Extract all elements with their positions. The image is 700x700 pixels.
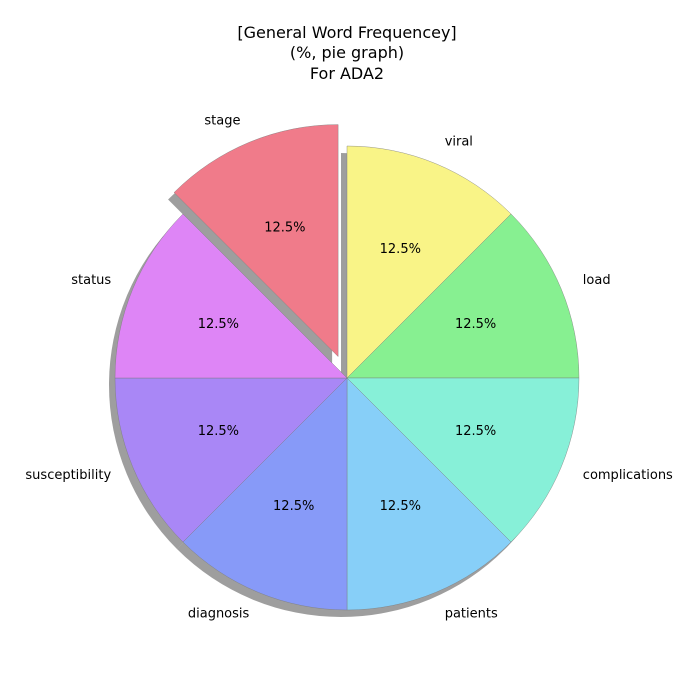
pie-slice-load	[346, 213, 580, 379]
slice-label-load: load	[583, 273, 611, 288]
pie-slices	[114, 124, 580, 611]
slice-percent-complications: 12.5%	[455, 424, 496, 439]
slice-label-viral: viral	[445, 135, 473, 150]
slice-percent-status: 12.5%	[198, 317, 239, 332]
pie-labels: viral 12.5% load 12.5% complications 12.5% pat…	[25, 113, 673, 621]
pie-slice-status	[114, 213, 348, 379]
pie-slice-diagnosis	[182, 377, 348, 611]
slice-label-stage: stage	[204, 113, 240, 128]
chart-title: [General Word Frequencey] (%, pie graph)…	[237, 23, 456, 83]
slice-percent-diagnosis: 12.5%	[273, 499, 314, 514]
chart-title-line-2: (%, pie graph)	[290, 43, 404, 62]
slice-label-status: status	[71, 273, 111, 288]
slice-label-diagnosis: diagnosis	[188, 606, 250, 621]
slice-percent-stage: 12.5%	[264, 221, 305, 236]
slice-percent-patients: 12.5%	[380, 499, 421, 514]
pie-slice-susceptibility	[114, 377, 348, 543]
pie-slice-patients	[346, 377, 512, 611]
pie-slice-stage	[173, 124, 339, 358]
chart-title-line-1: [General Word Frequencey]	[237, 23, 456, 42]
slice-percent-load: 12.5%	[455, 317, 496, 332]
slice-label-patients: patients	[445, 606, 498, 621]
pie-slice-complications	[346, 377, 580, 543]
slice-percent-viral: 12.5%	[380, 242, 421, 257]
slice-label-complications: complications	[583, 468, 673, 483]
slice-percent-susceptibility: 12.5%	[198, 424, 239, 439]
chart-title-line-3: For ADA2	[310, 64, 384, 83]
pie-slice-viral	[346, 145, 512, 379]
slice-label-susceptibility: susceptibility	[25, 468, 111, 483]
